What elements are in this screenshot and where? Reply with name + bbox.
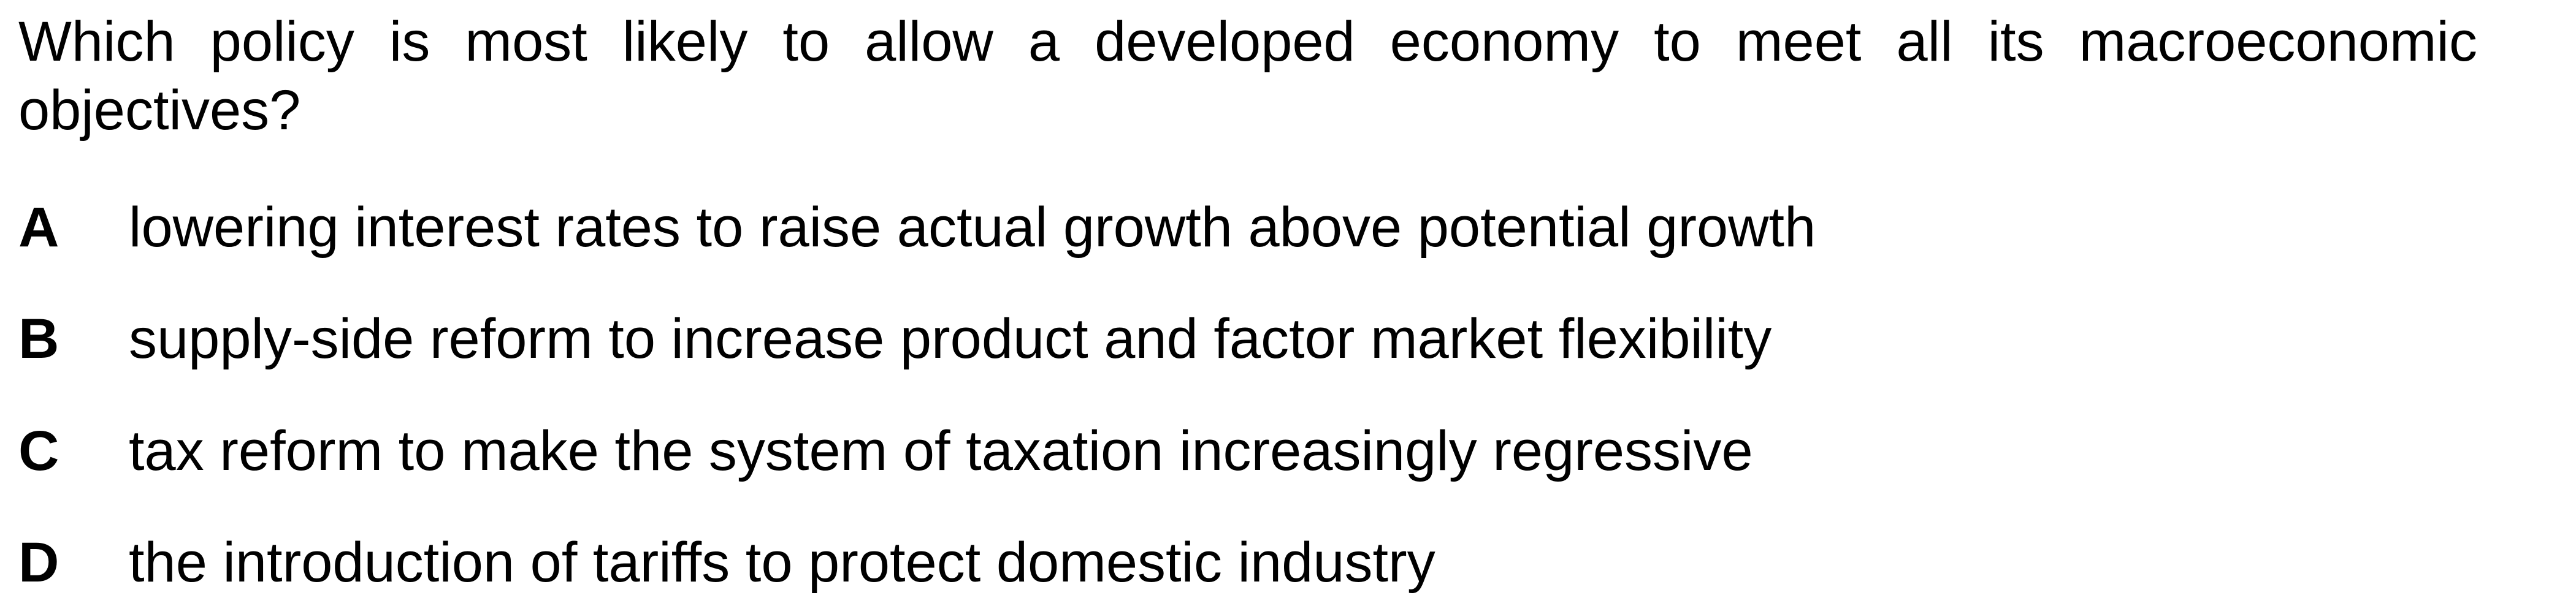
option-a[interactable]: A lowering interest rates to raise actua…: [18, 193, 1816, 262]
option-c[interactable]: C tax reform to make the system of taxat…: [18, 417, 1753, 485]
option-text: supply-side reform to increase product a…: [129, 308, 1772, 370]
option-letter: C: [18, 420, 59, 482]
option-text: lowering interest rates to raise actual …: [129, 196, 1816, 259]
option-letter: D: [18, 531, 59, 594]
option-letter: A: [18, 196, 59, 259]
option-d[interactable]: D the introduction of tariffs to protect…: [18, 528, 1435, 597]
option-text: the introduction of tariffs to protect d…: [129, 531, 1435, 594]
option-b[interactable]: B supply-side reform to increase product…: [18, 305, 1771, 373]
question-text: Which policy is most likely to allow a d…: [18, 10, 2477, 142]
option-letter: B: [18, 308, 59, 370]
option-text: tax reform to make the system of taxatio…: [129, 420, 1753, 482]
